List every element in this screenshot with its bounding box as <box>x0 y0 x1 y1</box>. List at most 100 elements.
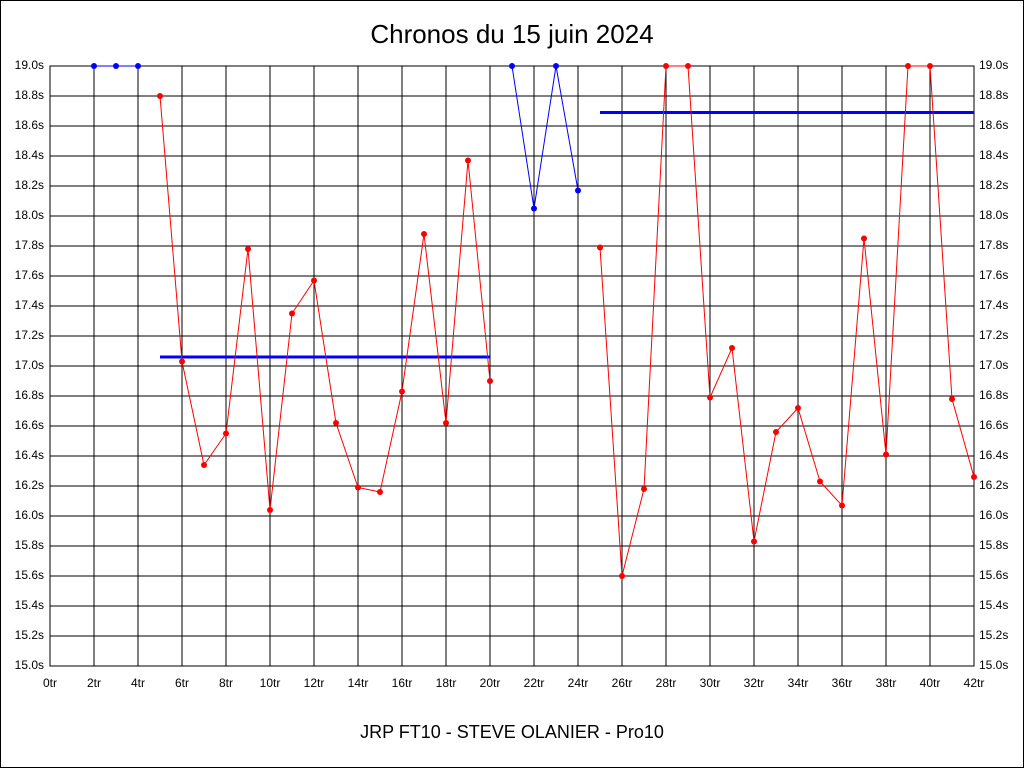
y-tick-label: 16.4s <box>15 448 44 462</box>
y-tick-label: 15.6s <box>15 568 44 582</box>
data-point <box>421 231 427 237</box>
y-tick-label: 16.0s <box>15 508 44 522</box>
x-tick-label: 24tr <box>568 676 589 690</box>
data-point <box>91 63 97 69</box>
y-tick-label: 19.0s <box>15 58 44 72</box>
series-line <box>159 95 491 511</box>
data-point <box>905 63 911 69</box>
data-point <box>927 63 933 69</box>
data-point <box>157 93 163 99</box>
x-tick-label: 14tr <box>348 676 369 690</box>
x-tick-label: 2tr <box>87 676 101 690</box>
data-point <box>707 394 713 401</box>
data-point <box>597 244 603 251</box>
x-tick-label: 8tr <box>219 676 233 690</box>
data-point <box>531 205 537 212</box>
y2-tick-label: 16.0s <box>979 508 1008 522</box>
x-tick-label: 40tr <box>920 676 941 690</box>
y2-tick-label: 17.4s <box>979 298 1008 312</box>
y-tick-label: 15.4s <box>15 598 44 612</box>
data-point <box>355 484 361 491</box>
x-tick-label: 36tr <box>832 676 853 690</box>
data-point <box>179 358 185 365</box>
y-tick-label: 18.8s <box>15 88 44 102</box>
y2-tick-label: 17.2s <box>979 328 1008 342</box>
y-tick-label: 15.8s <box>15 538 44 552</box>
data-point <box>663 63 669 69</box>
data-point <box>113 63 119 69</box>
data-point <box>377 489 383 495</box>
data-point <box>795 405 801 411</box>
y-tick-label: 17.2s <box>15 328 44 342</box>
x-tick-label: 30tr <box>700 676 721 690</box>
y2-tick-label: 18.8s <box>979 88 1008 102</box>
data-point <box>971 474 977 480</box>
y-tick-label: 16.8s <box>15 388 44 402</box>
x-tick-label: 6tr <box>175 676 189 690</box>
data-point <box>399 388 405 395</box>
x-tick-label: 10tr <box>260 676 281 690</box>
x-tick-label: 32tr <box>744 676 765 690</box>
y2-tick-label: 15.2s <box>979 628 1008 642</box>
x-tick-label: 34tr <box>788 676 809 690</box>
y2-tick-label: 15.8s <box>979 538 1008 552</box>
series-line <box>511 65 579 209</box>
x-tick-label: 16tr <box>392 676 413 690</box>
data-point <box>949 396 955 402</box>
y-tick-label: 15.0s <box>15 658 44 672</box>
x-tick-label: 26tr <box>612 676 633 690</box>
data-point <box>223 430 229 437</box>
series-line <box>599 65 975 577</box>
y-tick-label: 15.2s <box>15 628 44 642</box>
data-point <box>575 187 581 194</box>
y-tick-label: 17.0s <box>15 358 44 372</box>
x-tick-label: 4tr <box>131 676 145 690</box>
data-point <box>465 157 471 164</box>
y2-tick-label: 19.0s <box>979 58 1008 72</box>
y2-tick-label: 18.6s <box>979 118 1008 132</box>
data-point <box>685 63 691 69</box>
y2-tick-label: 17.6s <box>979 268 1008 282</box>
data-point <box>201 462 207 468</box>
x-tick-label: 38tr <box>876 676 897 690</box>
y-tick-label: 18.6s <box>15 118 44 132</box>
data-point <box>443 420 449 426</box>
data-point <box>245 246 251 252</box>
y2-tick-label: 16.8s <box>979 388 1008 402</box>
x-tick-label: 0tr <box>43 676 57 690</box>
data-point <box>487 378 493 384</box>
data-point <box>817 478 823 485</box>
y2-tick-label: 17.8s <box>979 238 1008 252</box>
data-point <box>135 63 141 69</box>
x-tick-label: 28tr <box>656 676 677 690</box>
y-tick-label: 18.2s <box>15 178 44 192</box>
data-point <box>839 502 845 509</box>
y2-tick-label: 16.6s <box>979 418 1008 432</box>
y2-tick-label: 18.4s <box>979 148 1008 162</box>
y-tick-label: 16.2s <box>15 478 44 492</box>
y-tick-label: 17.4s <box>15 298 44 312</box>
y2-tick-label: 15.4s <box>979 598 1008 612</box>
y-tick-label: 18.0s <box>15 208 44 222</box>
x-tick-label: 12tr <box>304 676 325 690</box>
data-point <box>619 573 625 579</box>
data-point <box>289 310 295 317</box>
x-axis-label: JRP FT10 - STEVE OLANIER - Pro10 <box>360 722 664 742</box>
x-tick-label: 22tr <box>524 676 545 690</box>
y2-tick-label: 16.2s <box>979 478 1008 492</box>
data-point <box>333 420 339 426</box>
data-point <box>773 429 779 435</box>
chart-title: Chronos du 15 juin 2024 <box>370 19 653 49</box>
y2-tick-label: 15.6s <box>979 568 1008 582</box>
y-tick-label: 16.6s <box>15 418 44 432</box>
x-tick-label: 42tr <box>964 676 985 690</box>
y2-tick-label: 18.2s <box>979 178 1008 192</box>
y-tick-label: 18.4s <box>15 148 44 162</box>
y2-tick-label: 18.0s <box>979 208 1008 222</box>
data-point <box>311 277 317 284</box>
data-point <box>729 345 735 351</box>
data-point <box>509 63 515 69</box>
y2-tick-label: 17.0s <box>979 358 1008 372</box>
data-point <box>553 63 559 69</box>
